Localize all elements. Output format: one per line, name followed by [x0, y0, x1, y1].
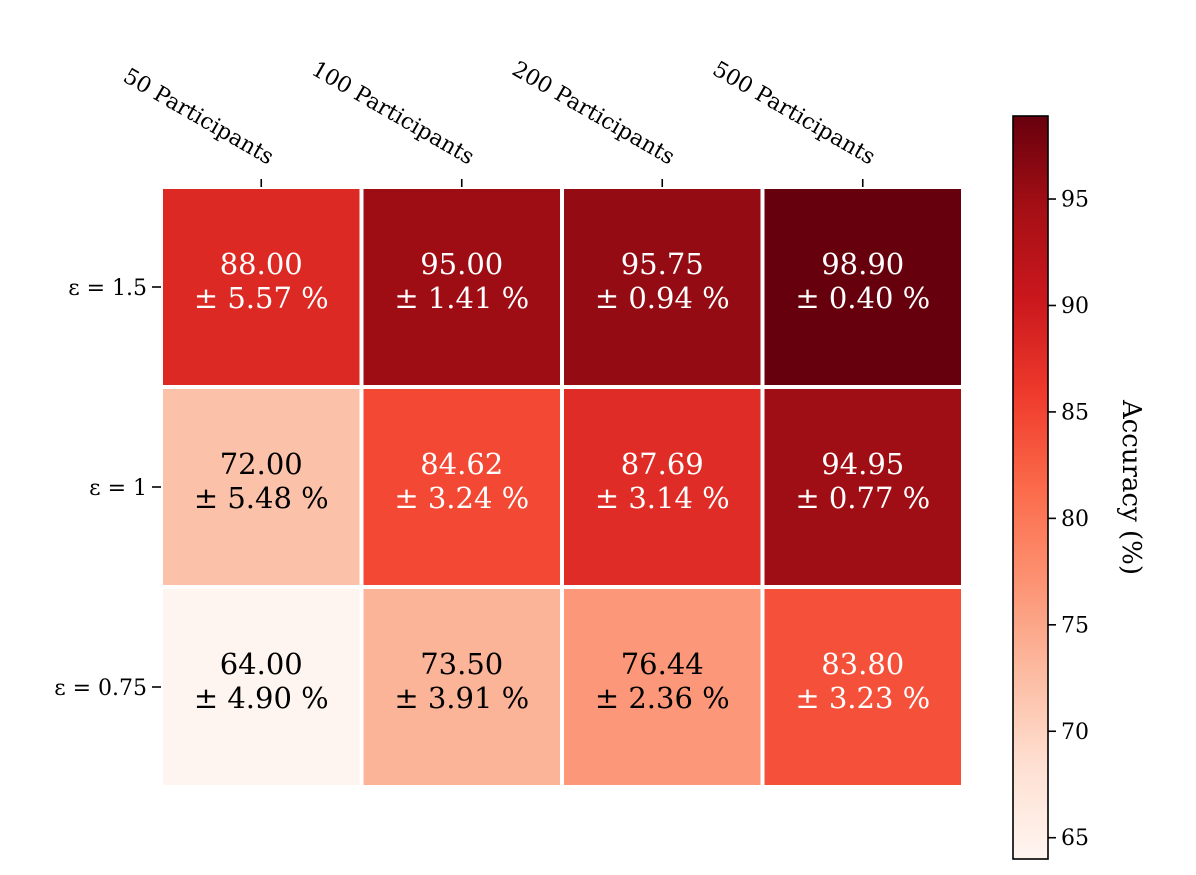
cell-fill [564, 189, 761, 385]
cell-value-label: 88.00 [220, 247, 303, 281]
heatmap-cell-r1-c3: 95.75± 0.94 % [564, 189, 761, 385]
cell-value-label: 83.80 [821, 647, 904, 681]
heatmap-cell-r2-c4: 94.95± 0.77 % [764, 389, 961, 585]
heatmap-cell-r3-c1: 64.00± 4.90 % [163, 589, 360, 785]
cell-std-label: ± 3.91 % [394, 681, 529, 715]
cell-std-label: ± 0.94 % [595, 281, 730, 315]
cell-value-label: 76.44 [621, 647, 704, 681]
heatmap-cell-r3-c2: 73.50± 3.91 % [363, 589, 560, 785]
cell-std-label: ± 2.36 % [595, 681, 730, 715]
colorbar-tick-label-65: 65 [1061, 826, 1089, 851]
cell-fill [564, 589, 761, 785]
cell-value-label: 94.95 [821, 447, 904, 481]
cell-fill [764, 189, 961, 385]
cell-fill [363, 189, 560, 385]
heatmap-cell-r2-c2: 84.62± 3.24 % [363, 389, 560, 585]
heatmap-cell-r1-c1: 88.00± 5.57 % [163, 189, 360, 385]
row-labels: ε = 1.5 ε = 1 ε = 0.75 [54, 276, 161, 701]
colorbar-gradient [1012, 115, 1049, 860]
cell-std-label: ± 3.24 % [394, 481, 529, 515]
cell-fill [764, 589, 961, 785]
cell-fill [363, 389, 560, 585]
row-label-3: ε = 0.75 [54, 676, 147, 701]
cell-fill [163, 189, 360, 385]
heatmap-cell-r3-c4: 83.80± 3.23 % [764, 589, 961, 785]
cell-std-label: ± 3.23 % [795, 681, 930, 715]
colorbar: 65 70 75 80 85 90 95 Accuracy (%) [1012, 115, 1146, 860]
cell-fill [764, 389, 961, 585]
heatmap-cell-r1-c4: 98.90± 0.40 % [764, 189, 961, 385]
cell-value-label: 64.00 [220, 647, 303, 681]
colorbar-tick-label-90: 90 [1061, 294, 1089, 319]
cell-std-label: ± 5.57 % [194, 281, 329, 315]
heatmap-cell-r2-c3: 87.69± 3.14 % [564, 389, 761, 585]
heatmap-cell-r1-c2: 95.00± 1.41 % [363, 189, 560, 385]
cell-fill [163, 389, 360, 585]
cell-value-label: 98.90 [821, 247, 904, 281]
cell-std-label: ± 1.41 % [394, 281, 529, 315]
cell-value-label: 72.00 [220, 447, 303, 481]
column-label-100-participants: 100 Participants [307, 57, 478, 170]
column-label-500-participants: 500 Participants [708, 57, 879, 170]
cell-std-label: ± 4.90 % [194, 681, 329, 715]
colorbar-tick-label-75: 75 [1061, 613, 1089, 638]
colorbar-tick-label-80: 80 [1061, 507, 1089, 532]
row-label-2: ε = 1 [89, 476, 147, 501]
column-label-50-participants: 50 Participants [119, 64, 278, 170]
cell-std-label: ± 0.77 % [795, 481, 930, 515]
row-label-1: ε = 1.5 [68, 276, 147, 301]
heatmap-cell-r2-c1: 72.00± 5.48 % [163, 389, 360, 585]
colorbar-tick-label-85: 85 [1061, 400, 1089, 425]
cell-fill [564, 389, 761, 585]
colorbar-tick-label-95: 95 [1061, 188, 1089, 213]
cell-fill [163, 589, 360, 785]
colorbar-tick-label-70: 70 [1061, 720, 1089, 745]
cell-value-label: 95.75 [621, 247, 704, 281]
heatmap-cell-r3-c3: 76.44± 2.36 % [564, 589, 761, 785]
heatmap-cells: 88.00± 5.57 %95.00± 1.41 %95.75± 0.94 %9… [163, 189, 961, 785]
cell-value-label: 73.50 [420, 647, 503, 681]
cell-value-label: 95.00 [420, 247, 503, 281]
cell-std-label: ± 3.14 % [595, 481, 730, 515]
cell-fill [363, 589, 560, 785]
cell-value-label: 84.62 [420, 447, 503, 481]
column-label-200-participants: 200 Participants [508, 57, 679, 170]
cell-std-label: ± 5.48 % [194, 481, 329, 515]
cell-value-label: 87.69 [621, 447, 704, 481]
cell-std-label: ± 0.40 % [795, 281, 930, 315]
colorbar-label: Accuracy (%) [1116, 399, 1146, 575]
column-labels: 50 Participants 100 Participants 200 Parti… [119, 57, 879, 187]
